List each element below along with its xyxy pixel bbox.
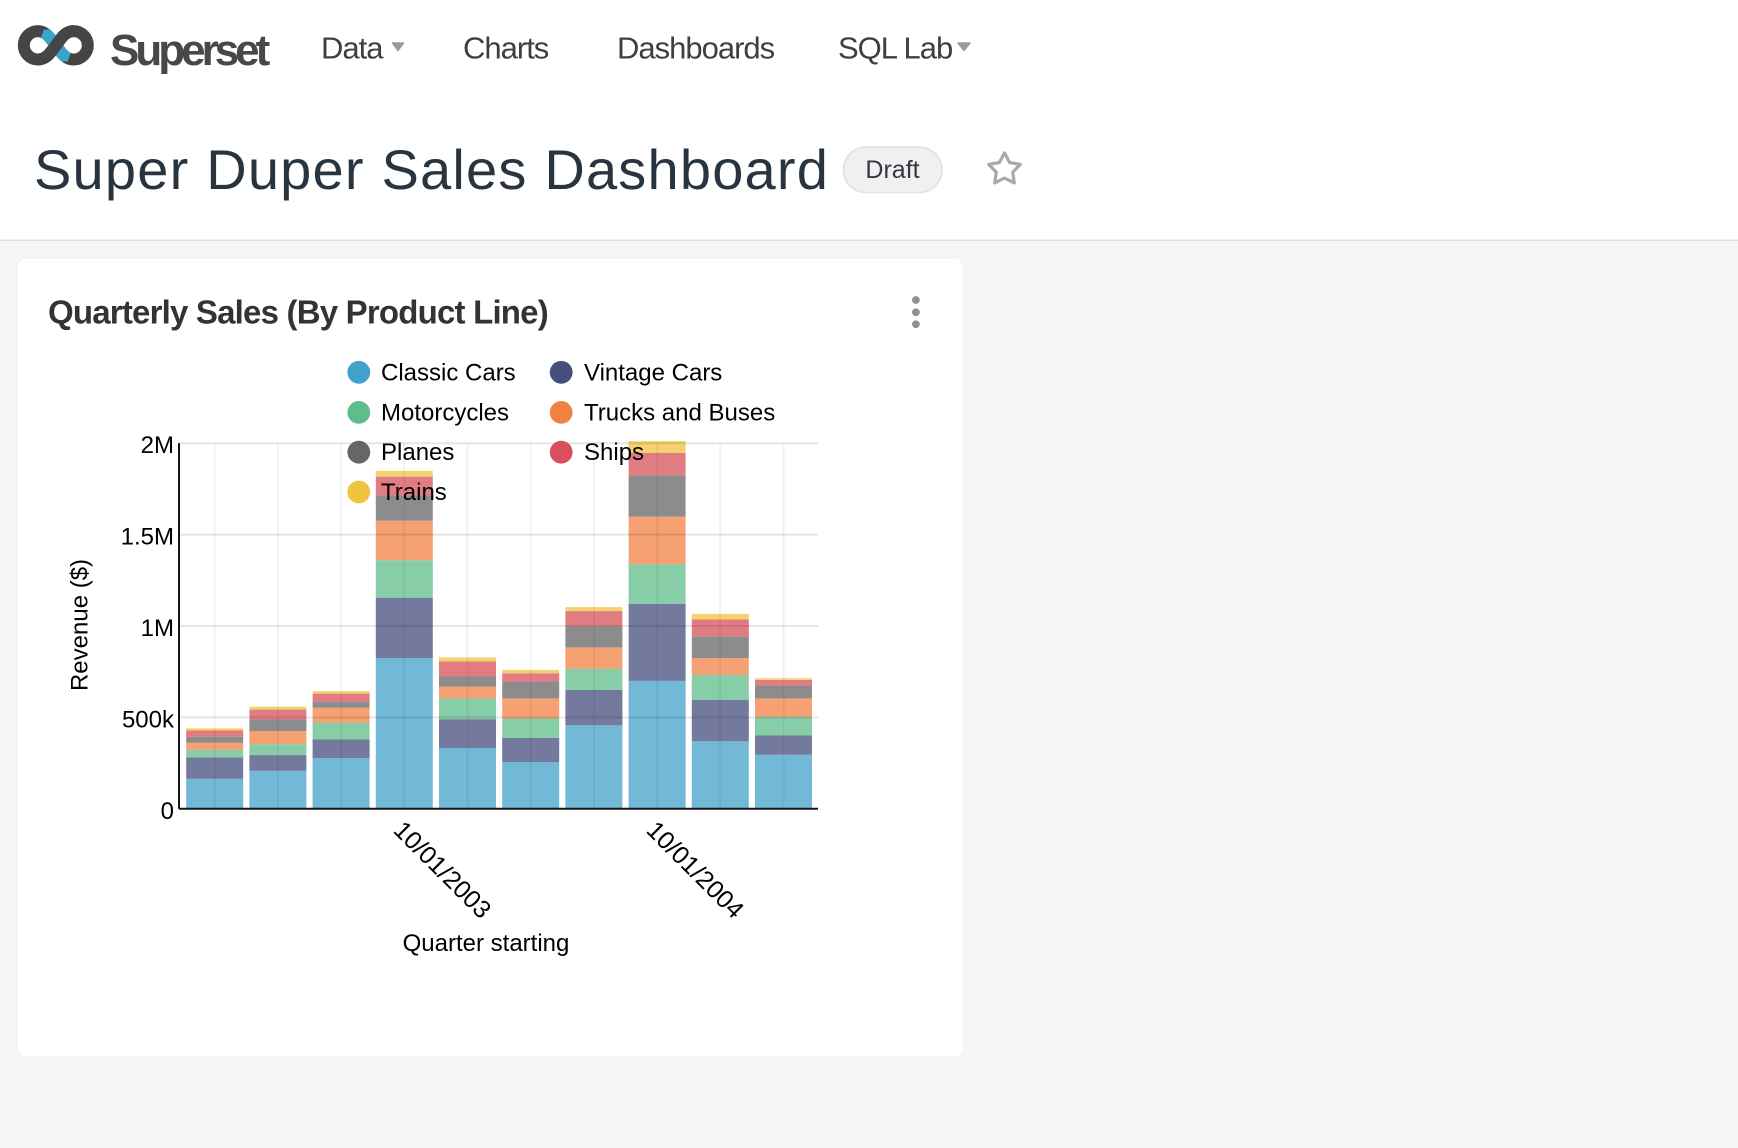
svg-text:1.5M: 1.5M xyxy=(121,524,174,551)
svg-text:Classic Cars: Classic Cars xyxy=(381,359,516,386)
svg-text:Super Duper Sales Dashboard: Super Duper Sales Dashboard xyxy=(34,138,829,201)
svg-text:Quarter starting: Quarter starting xyxy=(403,930,570,957)
svg-text:Draft: Draft xyxy=(865,156,919,184)
svg-text:Quarterly Sales (By Product Li: Quarterly Sales (By Product Line) xyxy=(48,294,548,331)
svg-text:Data: Data xyxy=(321,31,384,66)
svg-text:Motorcycles: Motorcycles xyxy=(381,399,509,426)
svg-text:500k: 500k xyxy=(122,706,175,733)
svg-text:1M: 1M xyxy=(141,615,174,642)
svg-text:SQL Lab: SQL Lab xyxy=(838,31,952,66)
svg-text:Planes: Planes xyxy=(381,439,454,466)
svg-text:Revenue ($): Revenue ($) xyxy=(67,559,94,691)
svg-text:2M: 2M xyxy=(141,432,174,459)
svg-text:Vintage Cars: Vintage Cars xyxy=(584,359,722,386)
svg-text:Dashboards: Dashboards xyxy=(617,31,775,66)
svg-text:Trucks and Buses: Trucks and Buses xyxy=(584,399,775,426)
svg-text:Charts: Charts xyxy=(463,31,549,66)
svg-text:Ships: Ships xyxy=(584,439,644,466)
svg-text:0: 0 xyxy=(161,798,174,825)
svg-text:Trains: Trains xyxy=(381,479,447,506)
svg-text:Superset: Superset xyxy=(110,26,271,75)
